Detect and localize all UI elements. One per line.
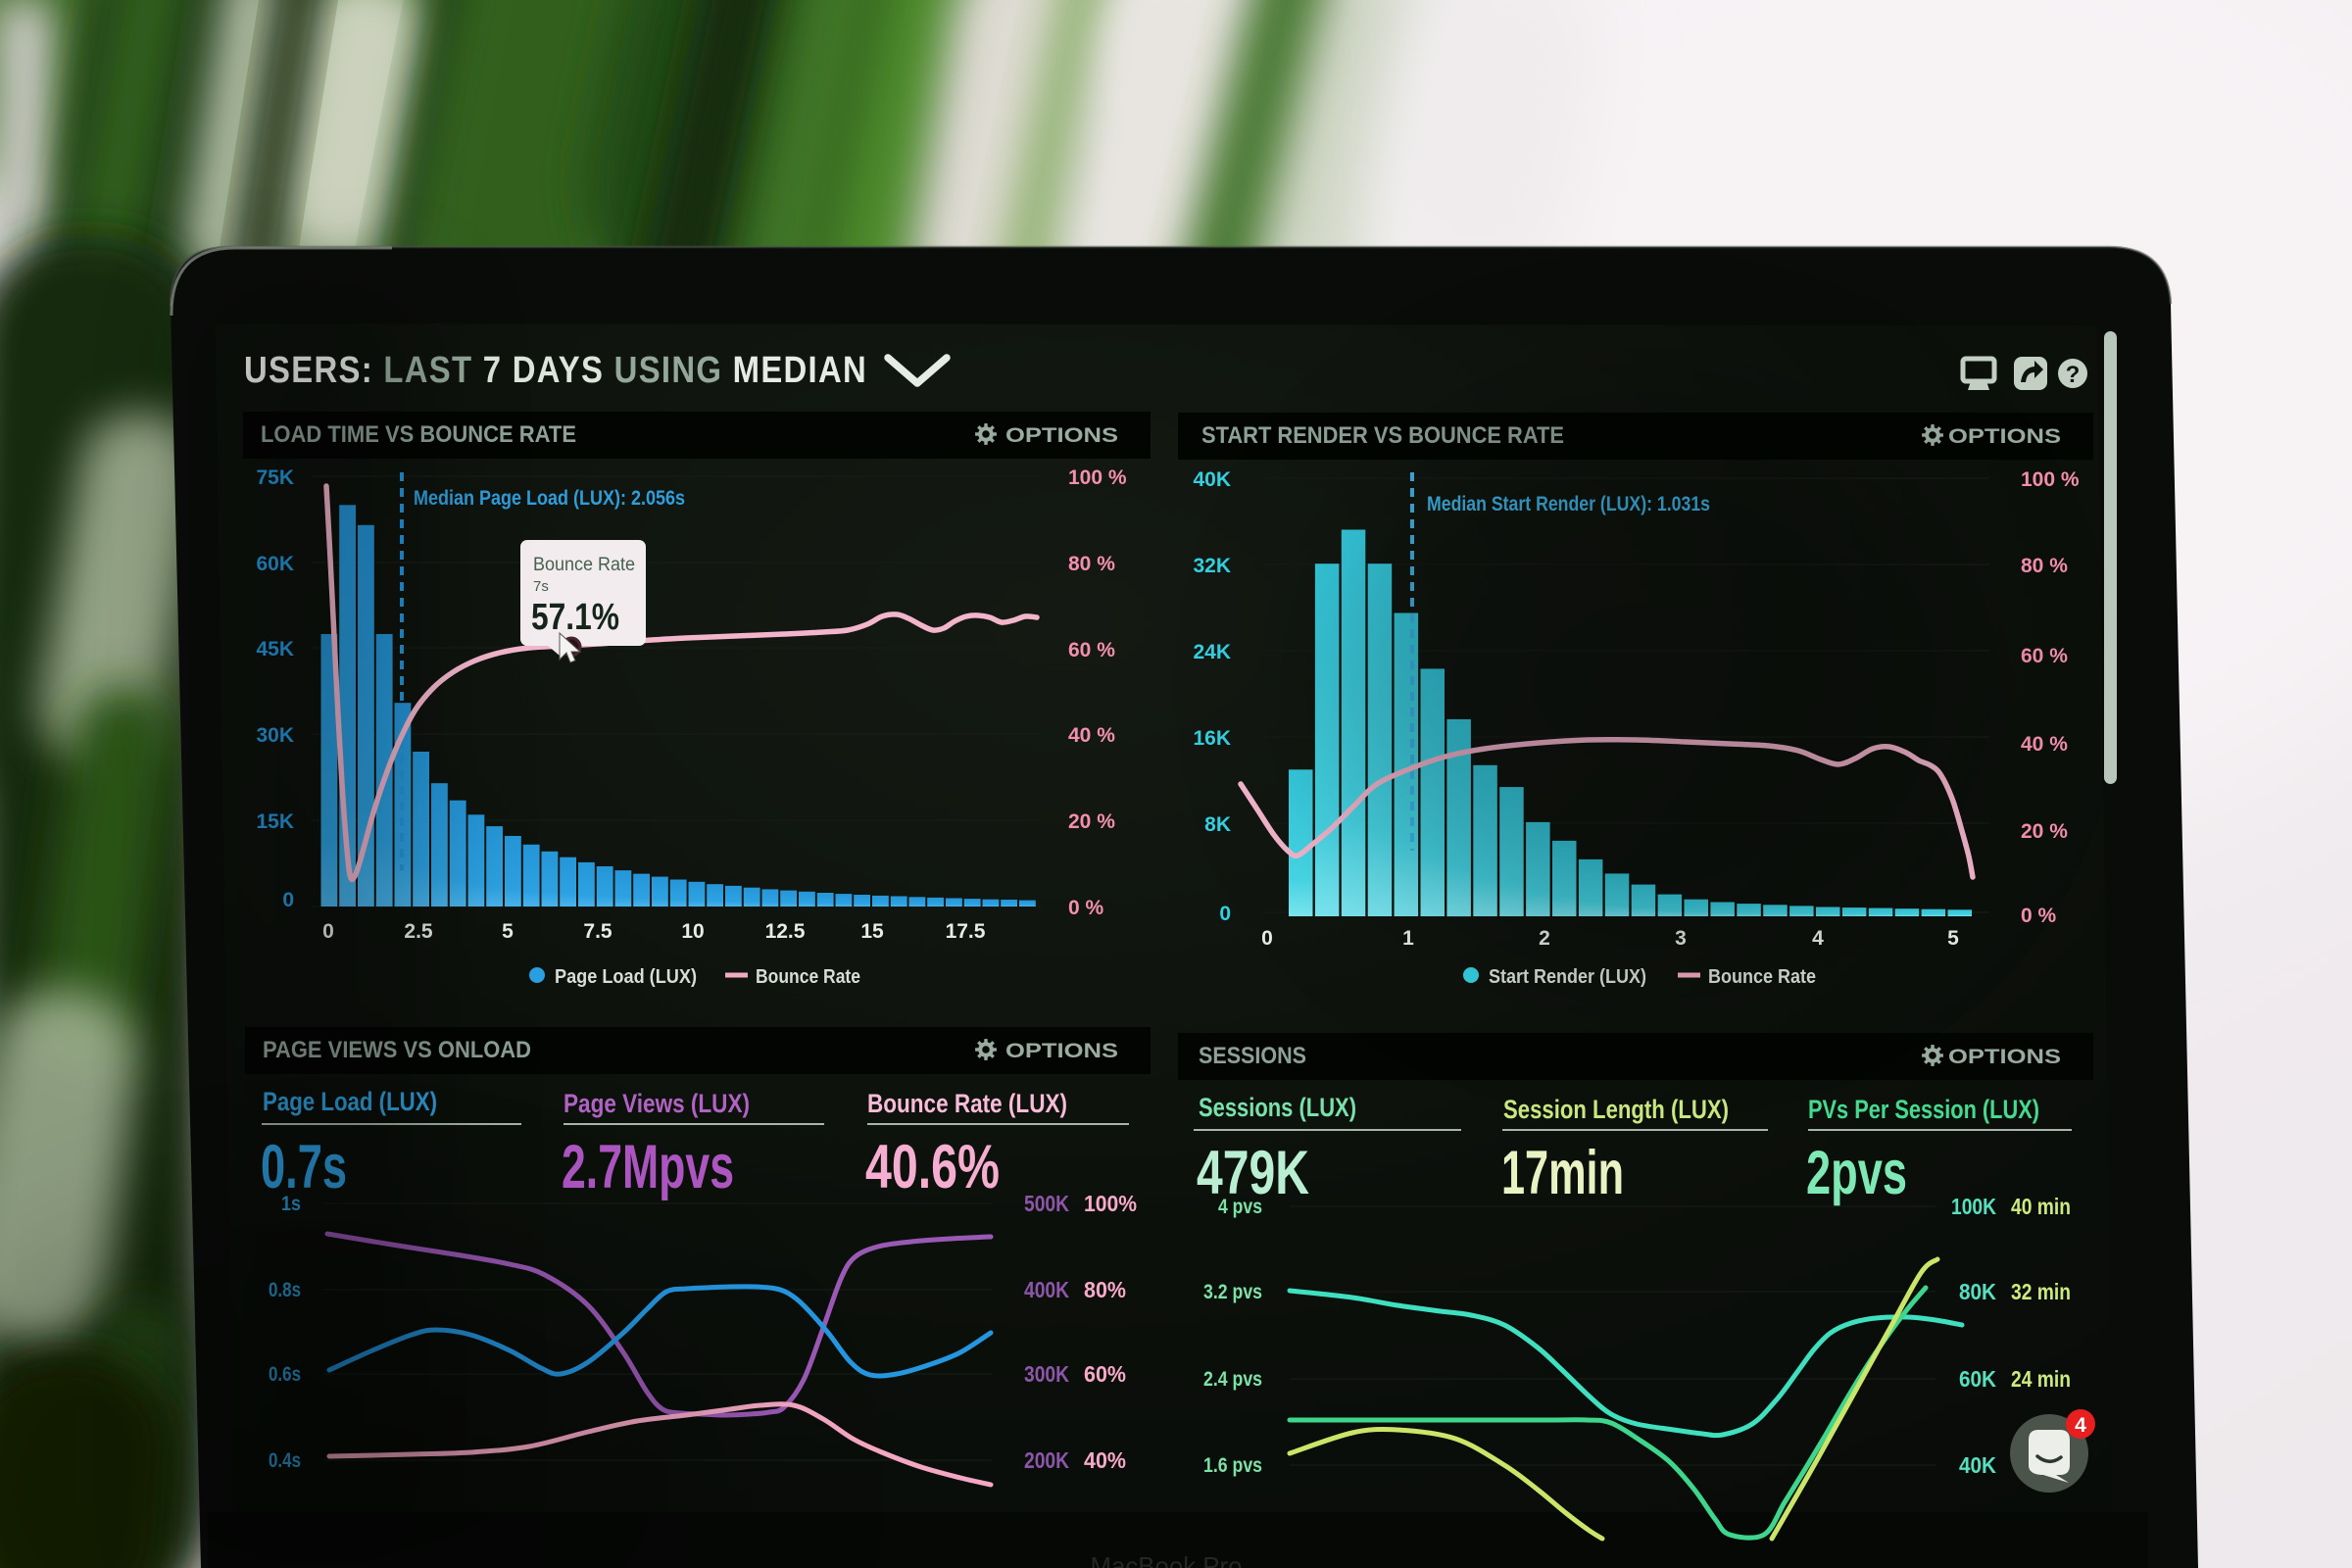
svg-text:0 %: 0 % — [2021, 905, 2057, 927]
svg-text:4: 4 — [1812, 927, 1824, 950]
svg-text:17min: 17min — [1501, 1139, 1624, 1207]
svg-text:PVs Per Session (LUX): PVs Per Session (LUX) — [1808, 1095, 2039, 1124]
svg-text:60K: 60K — [1959, 1366, 1996, 1392]
svg-text:OPTIONS: OPTIONS — [1005, 1040, 1118, 1062]
svg-text:200K: 200K — [1024, 1447, 1069, 1473]
svg-text:Median Page Load (LUX): 2.056s: Median Page Load (LUX): 2.056s — [414, 487, 685, 510]
svg-text:12.5: 12.5 — [765, 920, 806, 943]
svg-text:300K: 300K — [1024, 1361, 1069, 1387]
svg-text:2.7Mpvs: 2.7Mpvs — [562, 1133, 734, 1201]
svg-text:20 %: 20 % — [2021, 820, 2068, 843]
svg-text:500K: 500K — [1024, 1191, 1069, 1216]
svg-text:60%: 60% — [1084, 1361, 1126, 1387]
svg-text:3.2 pvs: 3.2 pvs — [1203, 1281, 1262, 1303]
svg-text:479K: 479K — [1197, 1139, 1309, 1207]
svg-text:4: 4 — [2075, 1414, 2086, 1437]
svg-text:Sessions (LUX): Sessions (LUX) — [1199, 1093, 1356, 1122]
svg-text:80 %: 80 % — [2021, 555, 2068, 577]
svg-text:OPTIONS: OPTIONS — [1948, 1046, 2061, 1068]
svg-text:OPTIONS: OPTIONS — [1005, 424, 1118, 447]
svg-text:100K: 100K — [1951, 1194, 1996, 1219]
svg-text:5: 5 — [1947, 927, 1959, 950]
svg-text:OPTIONS: OPTIONS — [1948, 425, 2061, 448]
svg-text:40K: 40K — [1959, 1452, 1996, 1478]
svg-text:7s: 7s — [533, 578, 549, 595]
svg-text:1.6 pvs: 1.6 pvs — [1203, 1454, 1262, 1477]
svg-text:Bounce Rate: Bounce Rate — [533, 555, 635, 575]
svg-text:40K: 40K — [1193, 468, 1231, 491]
svg-text:57.1%: 57.1% — [531, 597, 619, 638]
svg-text:32K: 32K — [1193, 555, 1231, 577]
svg-text:0: 0 — [1261, 927, 1273, 950]
svg-text:0: 0 — [1219, 903, 1231, 925]
svg-text:80 %: 80 % — [1068, 553, 1115, 575]
svg-text:Page Load (LUX): Page Load (LUX) — [555, 966, 697, 988]
svg-text:60 %: 60 % — [2021, 645, 2068, 667]
svg-text:Session Length (LUX): Session Length (LUX) — [1503, 1095, 1729, 1124]
svg-text:40%: 40% — [1084, 1447, 1126, 1473]
svg-text:5: 5 — [502, 920, 514, 943]
svg-text:15: 15 — [860, 920, 884, 943]
svg-text:40 min: 40 min — [2011, 1194, 2071, 1219]
svg-text:100 %: 100 % — [2021, 468, 2080, 491]
svg-text:16K: 16K — [1193, 727, 1231, 750]
svg-text:40.6%: 40.6% — [865, 1133, 1000, 1201]
svg-text:24K: 24K — [1193, 641, 1231, 663]
svg-text:20 %: 20 % — [1068, 810, 1115, 833]
svg-text:Bounce Rate: Bounce Rate — [1708, 966, 1816, 988]
svg-text:8K: 8K — [1204, 813, 1231, 836]
svg-text:4 pvs: 4 pvs — [1218, 1196, 1262, 1218]
svg-text:40 %: 40 % — [1068, 724, 1115, 747]
svg-text:100 %: 100 % — [1068, 466, 1127, 489]
svg-text:40 %: 40 % — [2021, 733, 2068, 756]
svg-text:60 %: 60 % — [1068, 639, 1115, 662]
svg-text:1: 1 — [1402, 927, 1414, 950]
svg-text:80%: 80% — [1084, 1277, 1126, 1302]
svg-text:0 %: 0 % — [1068, 897, 1104, 919]
svg-text:32 min: 32 min — [2011, 1279, 2071, 1304]
svg-text:Start Render (LUX): Start Render (LUX) — [1489, 966, 1646, 988]
svg-text:80K: 80K — [1959, 1279, 1996, 1304]
svg-text:Bounce Rate (LUX): Bounce Rate (LUX) — [867, 1089, 1067, 1118]
svg-text:?: ? — [2066, 362, 2081, 388]
svg-text:Bounce Rate: Bounce Rate — [756, 966, 860, 988]
svg-text:Page Views (LUX): Page Views (LUX) — [564, 1089, 750, 1118]
svg-text:17.5: 17.5 — [946, 920, 986, 943]
svg-text:24 min: 24 min — [2011, 1366, 2071, 1392]
svg-text:10: 10 — [681, 920, 704, 943]
svg-text:2pvs: 2pvs — [1806, 1139, 1907, 1207]
svg-text:SESSIONS: SESSIONS — [1199, 1043, 1306, 1069]
svg-text:100%: 100% — [1084, 1191, 1137, 1216]
svg-text:2.4 pvs: 2.4 pvs — [1203, 1368, 1262, 1391]
svg-text:MacBook Pro: MacBook Pro — [1091, 1551, 1243, 1568]
svg-text:7.5: 7.5 — [583, 920, 612, 943]
svg-text:400K: 400K — [1024, 1277, 1069, 1302]
